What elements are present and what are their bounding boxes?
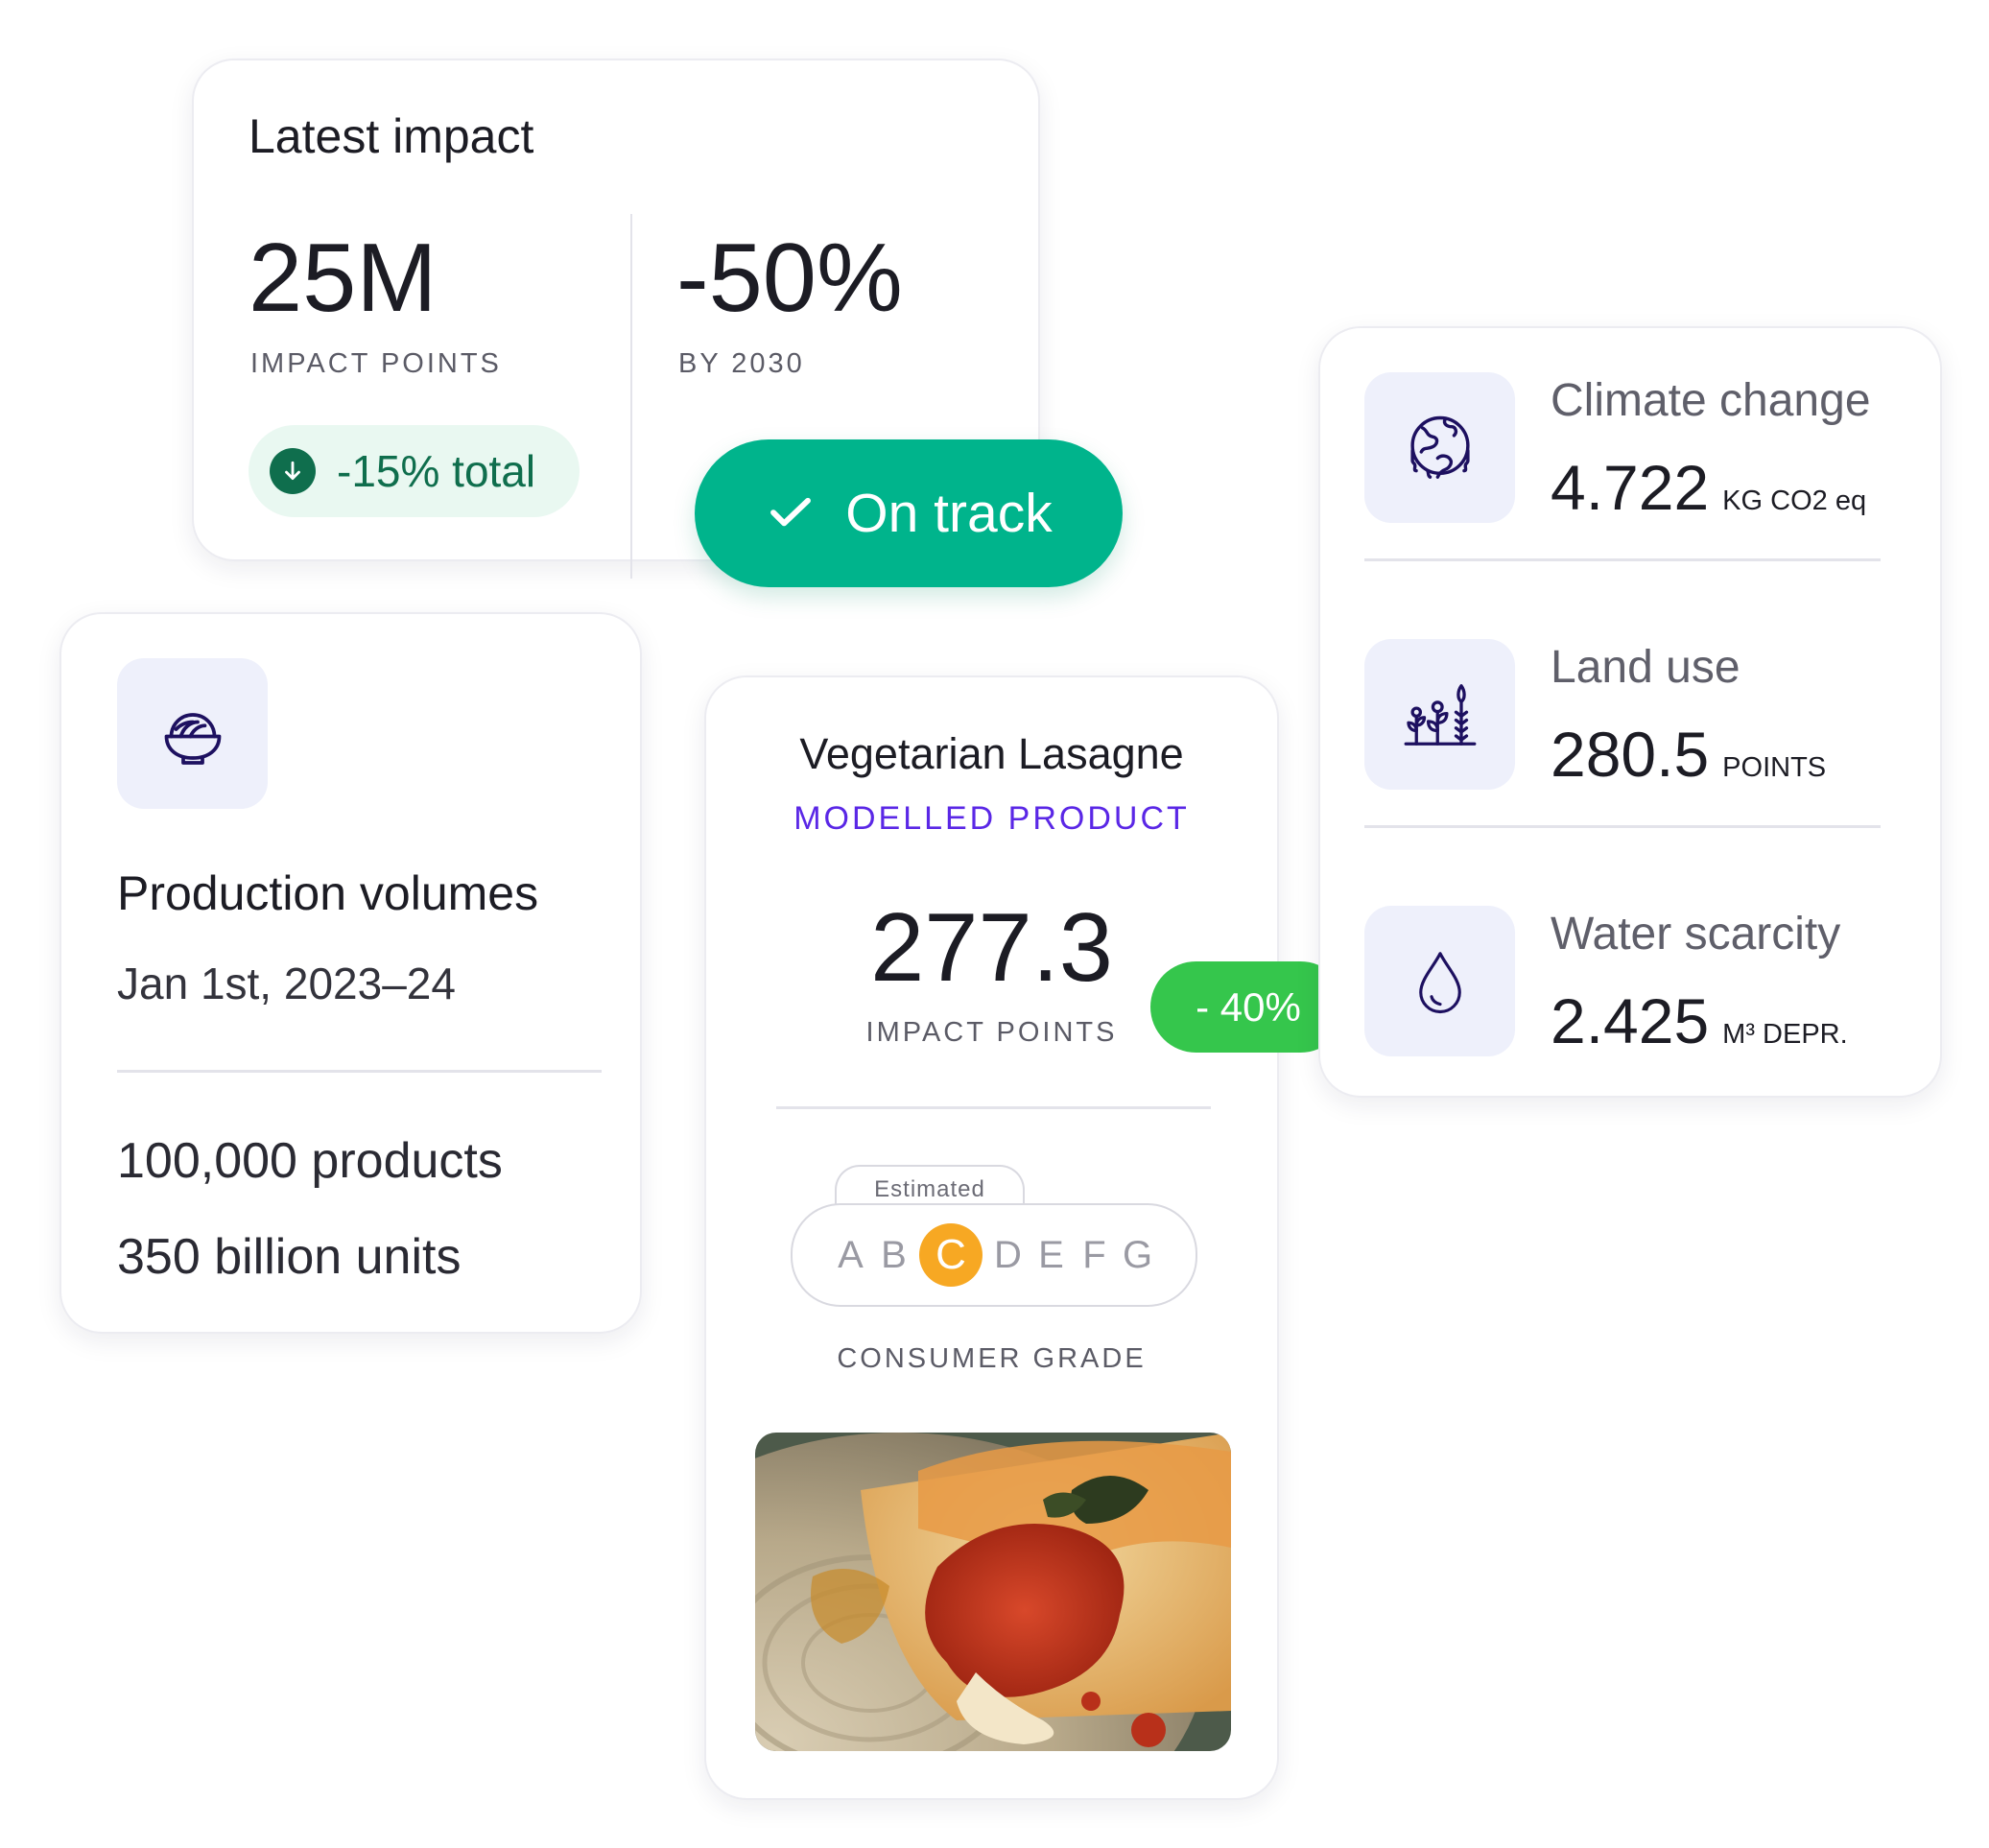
change-pill: -15% total [249, 425, 580, 517]
metric-name: Climate change [1551, 375, 1871, 426]
consumer-grade-label: CONSUMER GRADE [837, 1343, 1147, 1374]
metric-unit: M³ DEPR. [1722, 1019, 1848, 1050]
change-text: -15% total [337, 446, 536, 496]
metric-name: Water scarcity [1551, 909, 1841, 960]
target-value: -50% [676, 225, 903, 332]
on-track-label: On track [845, 483, 1053, 544]
divider [776, 1106, 1211, 1109]
production-volumes-card: Production volumes Jan 1st, 2023–24 100,… [59, 612, 642, 1334]
units-count: 350 billion units [117, 1229, 462, 1285]
plants-icon [1364, 639, 1515, 790]
reduction-badge: - 40% [1150, 961, 1346, 1053]
latest-impact-card: Latest impact 25M IMPACT POINTS -50% BY … [192, 59, 1040, 579]
grade-g: G [1122, 1233, 1153, 1276]
metric-value: 4.722 [1551, 452, 1710, 523]
divider [117, 1070, 602, 1073]
target-label: BY 2030 [678, 348, 805, 379]
impact-metrics-card: Climate change 4.722 KG CO2 eq [1318, 326, 1942, 1098]
divider [1364, 825, 1881, 828]
water-drop-icon [1364, 906, 1515, 1056]
products-count: 100,000 products [117, 1133, 503, 1189]
metric-value-row: 280.5 POINTS [1551, 718, 1826, 791]
metric-unit: KG CO2 eq [1722, 486, 1867, 516]
product-subtitle: MODELLED PRODUCT [793, 800, 1190, 837]
product-card: Vegetarian Lasagne MODELLED PRODUCT 277.… [704, 675, 1279, 1800]
product-impact-value: 277.3 [870, 894, 1113, 1002]
latest-impact-title: Latest impact [249, 109, 534, 163]
metric-water-scarcity: Water scarcity 2.425 M³ DEPR. [1320, 862, 1940, 1092]
divider [1364, 558, 1881, 561]
bowl-icon [117, 658, 268, 809]
grade-b: B [881, 1233, 907, 1276]
grade-d: D [994, 1233, 1022, 1276]
checkmark-icon [765, 486, 817, 542]
product-name: Vegetarian Lasagne [799, 729, 1184, 778]
metric-value-row: 4.722 KG CO2 eq [1551, 451, 1866, 524]
metric-value-row: 2.425 M³ DEPR. [1551, 984, 1848, 1057]
arrow-down-icon [270, 448, 316, 494]
vertical-divider [630, 214, 632, 579]
metric-land-use: Land use 280.5 POINTS [1320, 595, 1940, 828]
grade-c-active: C [919, 1223, 983, 1287]
production-title: Production volumes [117, 866, 539, 920]
grade-f: F [1082, 1233, 1106, 1276]
globe-icon [1364, 372, 1515, 523]
consumer-grade-scale: A B C D E F G [791, 1203, 1197, 1307]
impact-points-value: 25M [249, 225, 438, 332]
lasagne-photo [755, 1433, 1231, 1751]
product-impact-label: IMPACT POINTS [865, 1017, 1118, 1048]
production-date: Jan 1st, 2023–24 [117, 959, 456, 1008]
metric-value: 2.425 [1551, 985, 1710, 1056]
on-track-badge: On track [695, 439, 1123, 587]
impact-points-label: IMPACT POINTS [250, 348, 502, 379]
metric-climate-change: Climate change 4.722 KG CO2 eq [1320, 328, 1940, 561]
metric-unit: POINTS [1722, 752, 1827, 783]
metric-name: Land use [1551, 642, 1740, 693]
grade-e: E [1038, 1233, 1064, 1276]
metric-value: 280.5 [1551, 719, 1710, 790]
grade-a: A [838, 1233, 864, 1276]
